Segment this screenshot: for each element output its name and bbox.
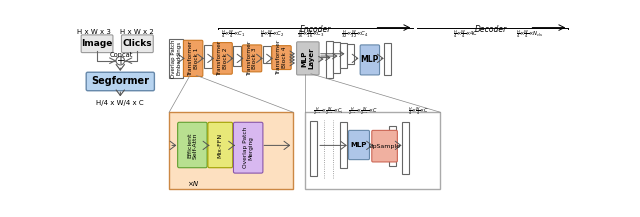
Bar <box>169 112 293 189</box>
Bar <box>384 43 391 75</box>
Bar <box>263 46 271 63</box>
Circle shape <box>116 56 125 65</box>
Text: H x W x 2: H x W x 2 <box>120 29 154 35</box>
Text: Decoder: Decoder <box>475 25 507 34</box>
FancyBboxPatch shape <box>178 122 207 168</box>
Bar <box>234 46 241 66</box>
Text: Overlap Patch
Merging: Overlap Patch Merging <box>243 127 253 168</box>
Text: Transformer
Block 3: Transformer Block 3 <box>246 41 257 76</box>
Bar <box>305 112 440 189</box>
FancyBboxPatch shape <box>243 45 262 72</box>
FancyBboxPatch shape <box>296 42 319 75</box>
Bar <box>204 45 212 68</box>
Text: Image: Image <box>81 39 113 48</box>
FancyBboxPatch shape <box>86 72 154 91</box>
Bar <box>389 126 396 166</box>
Text: Transformer
Block 4: Transformer Block 4 <box>276 40 287 75</box>
FancyBboxPatch shape <box>234 122 263 173</box>
Text: H/4 x W/4 x C: H/4 x W/4 x C <box>97 100 144 106</box>
Text: Clicks: Clicks <box>122 39 152 48</box>
Text: MLP: MLP <box>351 142 367 148</box>
Bar <box>340 122 347 168</box>
Text: Transformer
Block 2: Transformer Block 2 <box>217 41 228 76</box>
Text: $\frac{H}{8}{\times}\frac{W}{8}{\times}C_2$: $\frac{H}{8}{\times}\frac{W}{8}{\times}C… <box>260 29 284 40</box>
FancyBboxPatch shape <box>122 35 153 53</box>
FancyBboxPatch shape <box>81 35 113 53</box>
Bar <box>333 42 340 73</box>
FancyBboxPatch shape <box>360 45 380 75</box>
Text: $\frac{H}{4}{\times}\frac{W}{4}{\times}4C$: $\frac{H}{4}{\times}\frac{W}{4}{\times}4… <box>453 29 479 40</box>
Text: H x W x 3: H x W x 3 <box>77 29 111 35</box>
Text: Segformer: Segformer <box>92 76 149 87</box>
Text: UpSample: UpSample <box>369 144 401 149</box>
Bar <box>326 41 333 78</box>
Text: Encoder: Encoder <box>300 25 332 34</box>
Text: Efficient
Self-Attn: Efficient Self-Attn <box>187 132 198 159</box>
Text: $\frac{H}{4}{\times}\frac{W}{4}{\times}C_1$: $\frac{H}{4}{\times}\frac{W}{4}{\times}C… <box>221 29 246 40</box>
FancyBboxPatch shape <box>213 43 232 74</box>
Text: +: + <box>116 56 124 66</box>
Text: $\frac{H}{16}{\times}\frac{W}{16}{\times}C_3$: $\frac{H}{16}{\times}\frac{W}{16}{\times… <box>298 29 324 40</box>
Bar <box>169 39 183 78</box>
Text: ×N: ×N <box>187 181 198 187</box>
Text: $\frac{H}{2^{i+1}}{\times}\frac{W}{2^{i+1}}{\times}C_i$: $\frac{H}{2^{i+1}}{\times}\frac{W}{2^{i+… <box>313 105 343 118</box>
Text: MLP
Layer: MLP Layer <box>301 48 314 69</box>
Text: $\frac{H}{4}{\times}\frac{W}{4}{\times}N_{cls}$: $\frac{H}{4}{\times}\frac{W}{4}{\times}N… <box>516 29 543 40</box>
Text: Concat: Concat <box>109 52 132 58</box>
Text: Overlap Patch
Embeddings: Overlap Patch Embeddings <box>171 39 182 78</box>
FancyBboxPatch shape <box>184 40 203 76</box>
Bar <box>402 122 408 174</box>
Text: $\frac{H}{2^{i+1}}{\times}\frac{W}{2^{i+1}}{\times}C$: $\frac{H}{2^{i+1}}{\times}\frac{W}{2^{i+… <box>348 105 378 118</box>
Bar <box>310 121 317 176</box>
Text: MLP: MLP <box>361 55 379 64</box>
Text: $\frac{H}{4}{\times}\frac{W}{4}{\times}C$: $\frac{H}{4}{\times}\frac{W}{4}{\times}C… <box>408 106 429 117</box>
Text: Mix-FFN: Mix-FFN <box>218 133 223 158</box>
Bar <box>348 44 353 64</box>
FancyBboxPatch shape <box>372 130 397 162</box>
Text: $\frac{H}{32}{\times}\frac{W}{32}{\times}C_4$: $\frac{H}{32}{\times}\frac{W}{32}{\times… <box>340 29 368 40</box>
FancyBboxPatch shape <box>349 130 369 160</box>
FancyBboxPatch shape <box>272 46 291 69</box>
FancyBboxPatch shape <box>208 122 233 168</box>
Bar <box>340 43 347 68</box>
Text: Transformer
Block 1: Transformer Block 1 <box>188 41 198 76</box>
